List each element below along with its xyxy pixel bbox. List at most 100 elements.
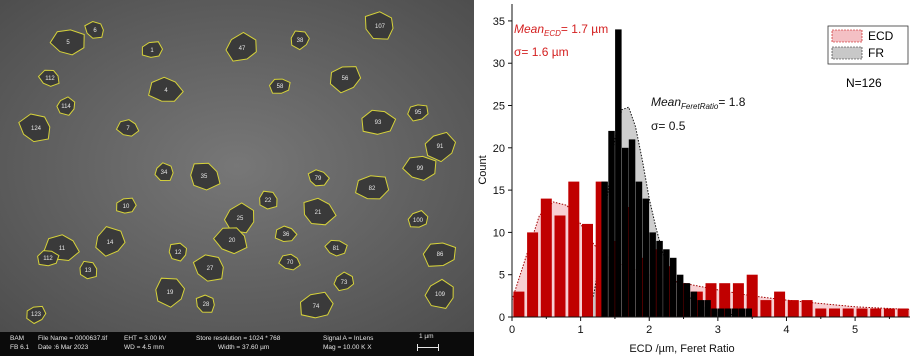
particle-label: 5 (66, 40, 70, 46)
particle-label: 114 (61, 104, 71, 110)
fr-bar (628, 139, 636, 317)
fr-bar (608, 130, 615, 317)
fr-bar (670, 257, 677, 317)
particle-label: 74 (313, 304, 320, 310)
y-axis-title: Count (477, 155, 489, 184)
histogram-chart: 0 1 2 3 4 5 0 5 10 15 20 25 30 35 Count ECD /µm, Fere… (474, 0, 912, 356)
particle-outline (268, 78, 291, 94)
particle-label: 22 (265, 198, 272, 204)
fr-bar (690, 291, 698, 317)
ecd-bar (801, 300, 813, 317)
ecd-bar (897, 308, 909, 317)
fr-bar (683, 283, 691, 317)
particle-outline (56, 96, 76, 116)
particle-label: 99 (417, 166, 424, 172)
particle-label: 10 (123, 204, 130, 210)
ecd-mean-sub: ECD (544, 29, 561, 38)
particle-outline (324, 239, 348, 257)
legend-ecd-label: ECD (868, 29, 894, 43)
particle-label: 25 (237, 216, 244, 222)
ecd-bar (746, 274, 758, 317)
width-label: Width = 37.60 µm (218, 344, 270, 351)
ecd-mean-prefix: Mean (514, 22, 544, 36)
ecd-bar (527, 232, 539, 317)
particle-outline (168, 242, 188, 262)
ecd-bar (856, 308, 868, 317)
n-label: N=126 (846, 76, 882, 90)
fr-fit-curve (587, 106, 753, 318)
fr-bar (724, 308, 732, 317)
particle-outline (37, 69, 60, 87)
particle-label: 14 (107, 240, 114, 246)
particle-outline (155, 277, 186, 308)
fr-bar (615, 29, 622, 318)
x-tick-label: 0 (509, 324, 515, 336)
fr-bar (704, 300, 711, 317)
particle-outline (84, 20, 104, 39)
fr-bar (635, 181, 643, 317)
particle-label: 19 (167, 290, 174, 296)
ecd-bar (678, 283, 690, 317)
particle-label: 11 (59, 246, 66, 252)
particle-outline (424, 278, 454, 309)
particle-outline (299, 291, 334, 319)
particle-outline (274, 225, 298, 243)
y-tick-label: 20 (493, 143, 505, 155)
y-tick-label: 5 (499, 270, 505, 282)
fr-bar (663, 249, 670, 317)
particle-label: 79 (315, 176, 322, 182)
particle-label: 34 (161, 170, 168, 176)
legend: ECD FR (827, 25, 909, 65)
fr-mean-prefix: Mean (651, 95, 681, 109)
particle-label: 81 (333, 246, 340, 252)
fr-bar (718, 308, 725, 317)
ecd-bar (540, 198, 552, 317)
fr-bar (649, 232, 656, 317)
ecd-mean-annotation: MeanECD= 1.7 µm (514, 22, 608, 38)
particle-outline (361, 109, 397, 135)
wd-label: WD = 4.5 mm (124, 344, 164, 351)
ecd-bar (582, 223, 593, 317)
particle-outline (26, 305, 47, 325)
ecd-bar (870, 308, 882, 317)
particle-label: 7 (126, 126, 130, 132)
scale-bar-right-tick (438, 344, 439, 351)
ecd-bar (595, 181, 607, 317)
ecd-bar (636, 257, 648, 317)
ecd-bar (815, 308, 827, 317)
legend-fr-label: FR (868, 46, 884, 60)
particle-outline (37, 250, 60, 267)
ecd-bar (691, 291, 703, 317)
particle-outline (79, 260, 98, 280)
particle-label: 27 (207, 266, 214, 272)
x-tick-label: 4 (783, 324, 789, 336)
ecd-bar (513, 291, 525, 317)
particle-label: 109 (435, 292, 446, 298)
fr-bar (601, 181, 608, 317)
legend-ecd-swatch (831, 29, 863, 43)
particle-outline (407, 104, 429, 122)
particle-outline (141, 41, 164, 58)
particle-label: 112 (45, 76, 55, 82)
signal-label: Signal A = InLens (323, 335, 374, 342)
particle-label: 56 (342, 76, 349, 82)
instrument-label: FB 6.1 (10, 344, 30, 351)
ecd-bar (732, 283, 744, 317)
x-axis-title: ECD /µm, Feret Ratio (629, 343, 734, 355)
ecd-bar (842, 308, 854, 317)
particle-label: 35 (201, 174, 208, 180)
particle-label: 1 (150, 48, 154, 54)
fr-bar (731, 308, 739, 317)
sem-info-bar: BAM FB 6.1 File Name = 0000637.tif Date … (0, 332, 474, 356)
y-tick-label: 30 (493, 58, 505, 70)
particle-outline (148, 76, 184, 102)
particle-outline (259, 190, 278, 210)
x-tick-label: 5 (852, 324, 858, 336)
sem-micrograph: 6 5 1 47 38 107 112 4 58 56 114 124 7 93 95 91 34 35 79 99 1… (0, 0, 474, 356)
particle-outline (192, 254, 224, 282)
lab-label: BAM (10, 335, 25, 342)
particle-outline (212, 227, 248, 255)
fr-sigma-annotation: σ= 0.5 (651, 119, 686, 133)
ecd-bar (554, 215, 566, 317)
